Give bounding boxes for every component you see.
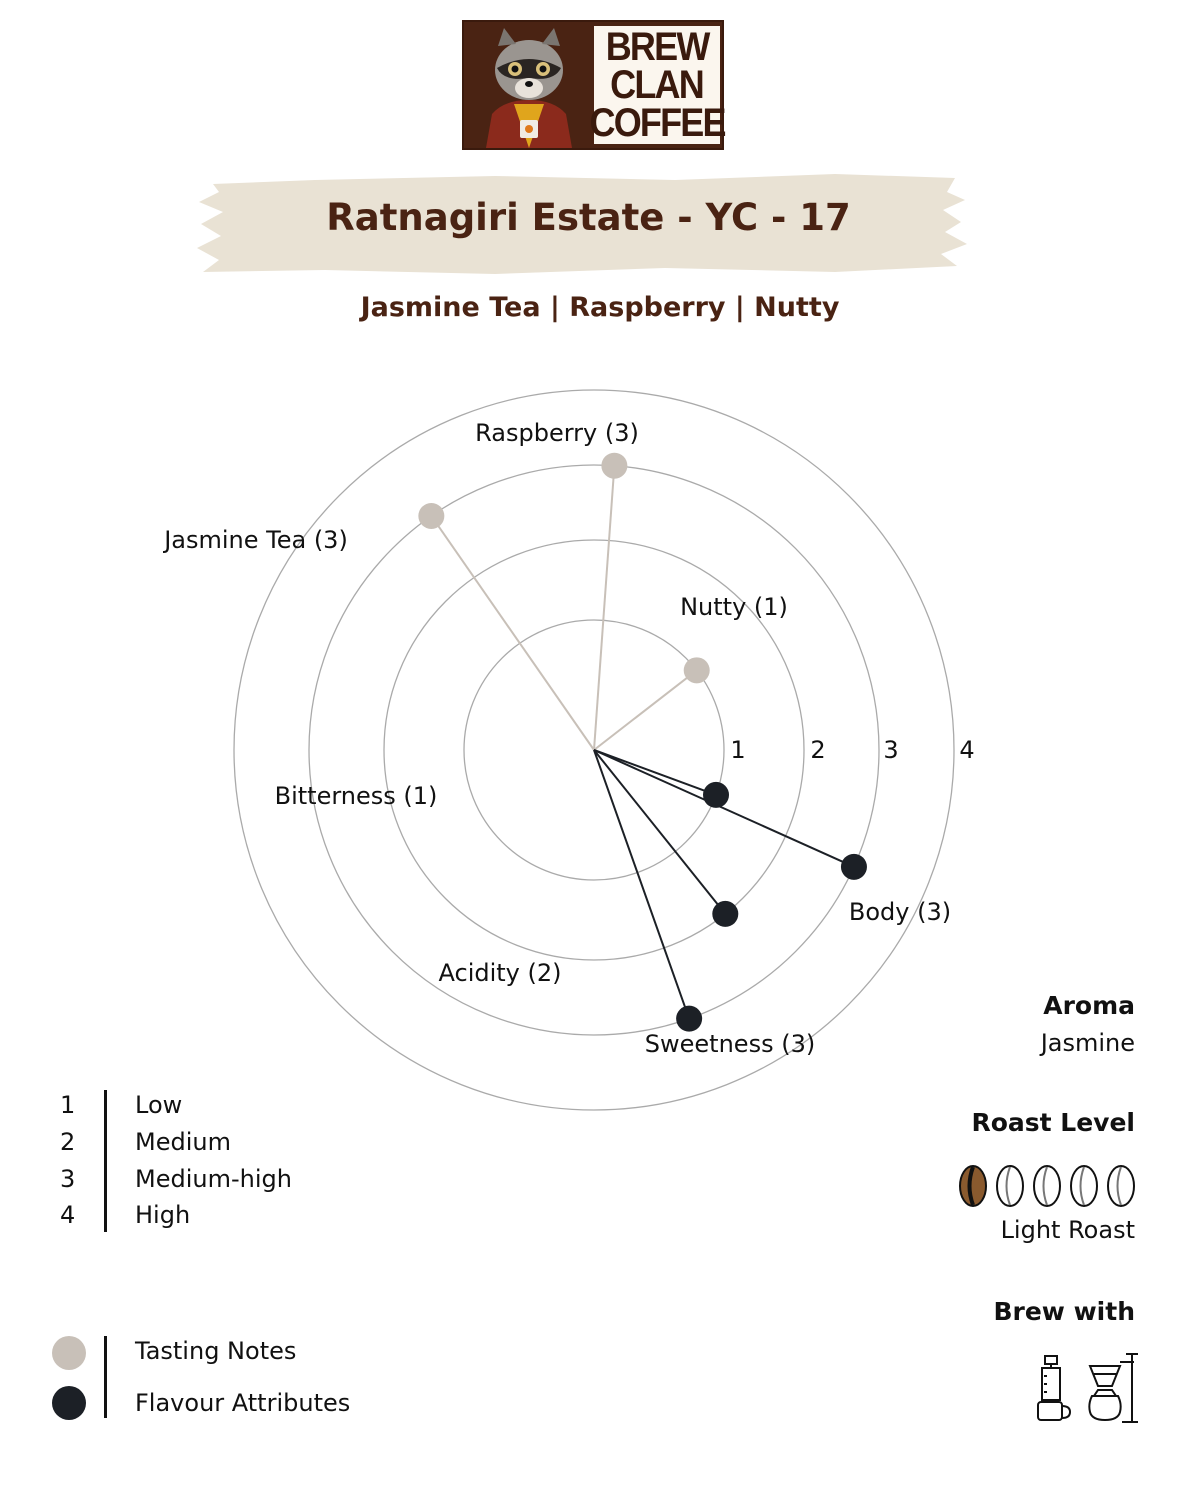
legend-flavour-attributes-label: Flavour Attributes bbox=[135, 1389, 351, 1417]
logo-line-3: COFFEE bbox=[589, 101, 726, 145]
scale-num-4: 4 bbox=[60, 1201, 76, 1229]
point-label-1-3: Body (3) bbox=[849, 898, 951, 926]
spoke-0-0 bbox=[593, 465, 616, 751]
legend-tasting-notes-dot bbox=[52, 1336, 86, 1370]
coffee-bean-icon bbox=[996, 1165, 1024, 1207]
aroma-heading: Aroma bbox=[1043, 991, 1135, 1020]
logo-wordmark: BREW CLAN COFFEE bbox=[589, 25, 726, 144]
data-point-1-2 bbox=[676, 1005, 703, 1032]
ring-label-3: 3 bbox=[883, 736, 898, 764]
ring-2 bbox=[383, 539, 805, 961]
brew-with-heading: Brew with bbox=[993, 1297, 1135, 1326]
data-point-0-2 bbox=[683, 657, 710, 684]
ring-3 bbox=[308, 464, 880, 1036]
data-point-1-3 bbox=[840, 853, 867, 880]
tasting-notes-subtitle: Jasmine Tea | Raspberry | Nutty bbox=[360, 292, 840, 323]
coffee-bean-icon bbox=[959, 1165, 987, 1207]
scale-text-2: Medium bbox=[135, 1128, 231, 1156]
brand-logo: BREW CLAN COFFEE bbox=[462, 20, 726, 150]
scale-num-1: 1 bbox=[60, 1091, 76, 1119]
series-legend-divider bbox=[104, 1336, 107, 1418]
scale-legend-divider bbox=[104, 1090, 107, 1232]
aeropress-icon bbox=[1037, 1355, 1072, 1421]
logo-line-2: CLAN bbox=[610, 63, 706, 107]
coffee-bean-icon bbox=[1070, 1165, 1098, 1207]
spoke-1-0 bbox=[593, 749, 717, 796]
point-label-0-0: Raspberry (3) bbox=[475, 419, 639, 447]
point-label-1-2: Sweetness (3) bbox=[645, 1030, 815, 1058]
point-label-1-1: Acidity (2) bbox=[439, 959, 562, 987]
roast-level-value: Light Roast bbox=[1000, 1216, 1135, 1244]
roast-level-indicator bbox=[959, 1165, 1135, 1207]
spoke-1-1 bbox=[593, 749, 727, 915]
scale-text-1: Low bbox=[135, 1091, 183, 1119]
legend-flavour-attributes-dot bbox=[52, 1386, 86, 1420]
coffee-bean-icon bbox=[1033, 1165, 1061, 1207]
raccoon-mascot-icon bbox=[464, 22, 594, 148]
brew-methods bbox=[1037, 1353, 1138, 1423]
roast-level-heading: Roast Level bbox=[971, 1108, 1135, 1137]
legend-tasting-notes-label: Tasting Notes bbox=[135, 1337, 297, 1365]
ring-label-2: 2 bbox=[810, 736, 825, 764]
spoke-0-2 bbox=[593, 669, 698, 751]
page-title: Ratnagiri Estate - YC - 17 bbox=[326, 196, 851, 239]
coffee-bean-icon bbox=[1107, 1165, 1135, 1207]
spoke-1-3 bbox=[593, 749, 855, 868]
radar-spokes: Raspberry (3) Jasmine Tea (3) Nutty (1) Bit… bbox=[162, 419, 951, 1058]
scale-num-2: 2 bbox=[60, 1128, 76, 1156]
logo-line-1: BREW bbox=[605, 25, 711, 69]
spoke-0-1 bbox=[430, 515, 595, 751]
point-label-0-1: Jasmine Tea (3) bbox=[162, 526, 348, 554]
ring-1 bbox=[463, 619, 725, 881]
radar-rings bbox=[233, 389, 955, 1111]
spoke-1-2 bbox=[593, 749, 691, 1019]
data-point-1-1 bbox=[712, 900, 739, 927]
title-banner-brushstroke bbox=[197, 174, 967, 274]
ring-label-1: 1 bbox=[730, 736, 745, 764]
point-label-0-2: Nutty (1) bbox=[680, 593, 788, 621]
scale-num-3: 3 bbox=[60, 1165, 76, 1193]
scale-text-4: High bbox=[135, 1201, 191, 1229]
aroma-value: Jasmine bbox=[1040, 1029, 1135, 1057]
data-point-0-1 bbox=[418, 502, 445, 529]
pour-over-icon bbox=[1088, 1353, 1138, 1423]
data-point-0-0 bbox=[601, 452, 628, 479]
scale-text-3: Medium-high bbox=[135, 1165, 292, 1193]
ring-4 bbox=[233, 389, 955, 1111]
point-label-1-0: Bitterness (1) bbox=[275, 782, 438, 810]
ring-label-4: 4 bbox=[959, 736, 974, 764]
